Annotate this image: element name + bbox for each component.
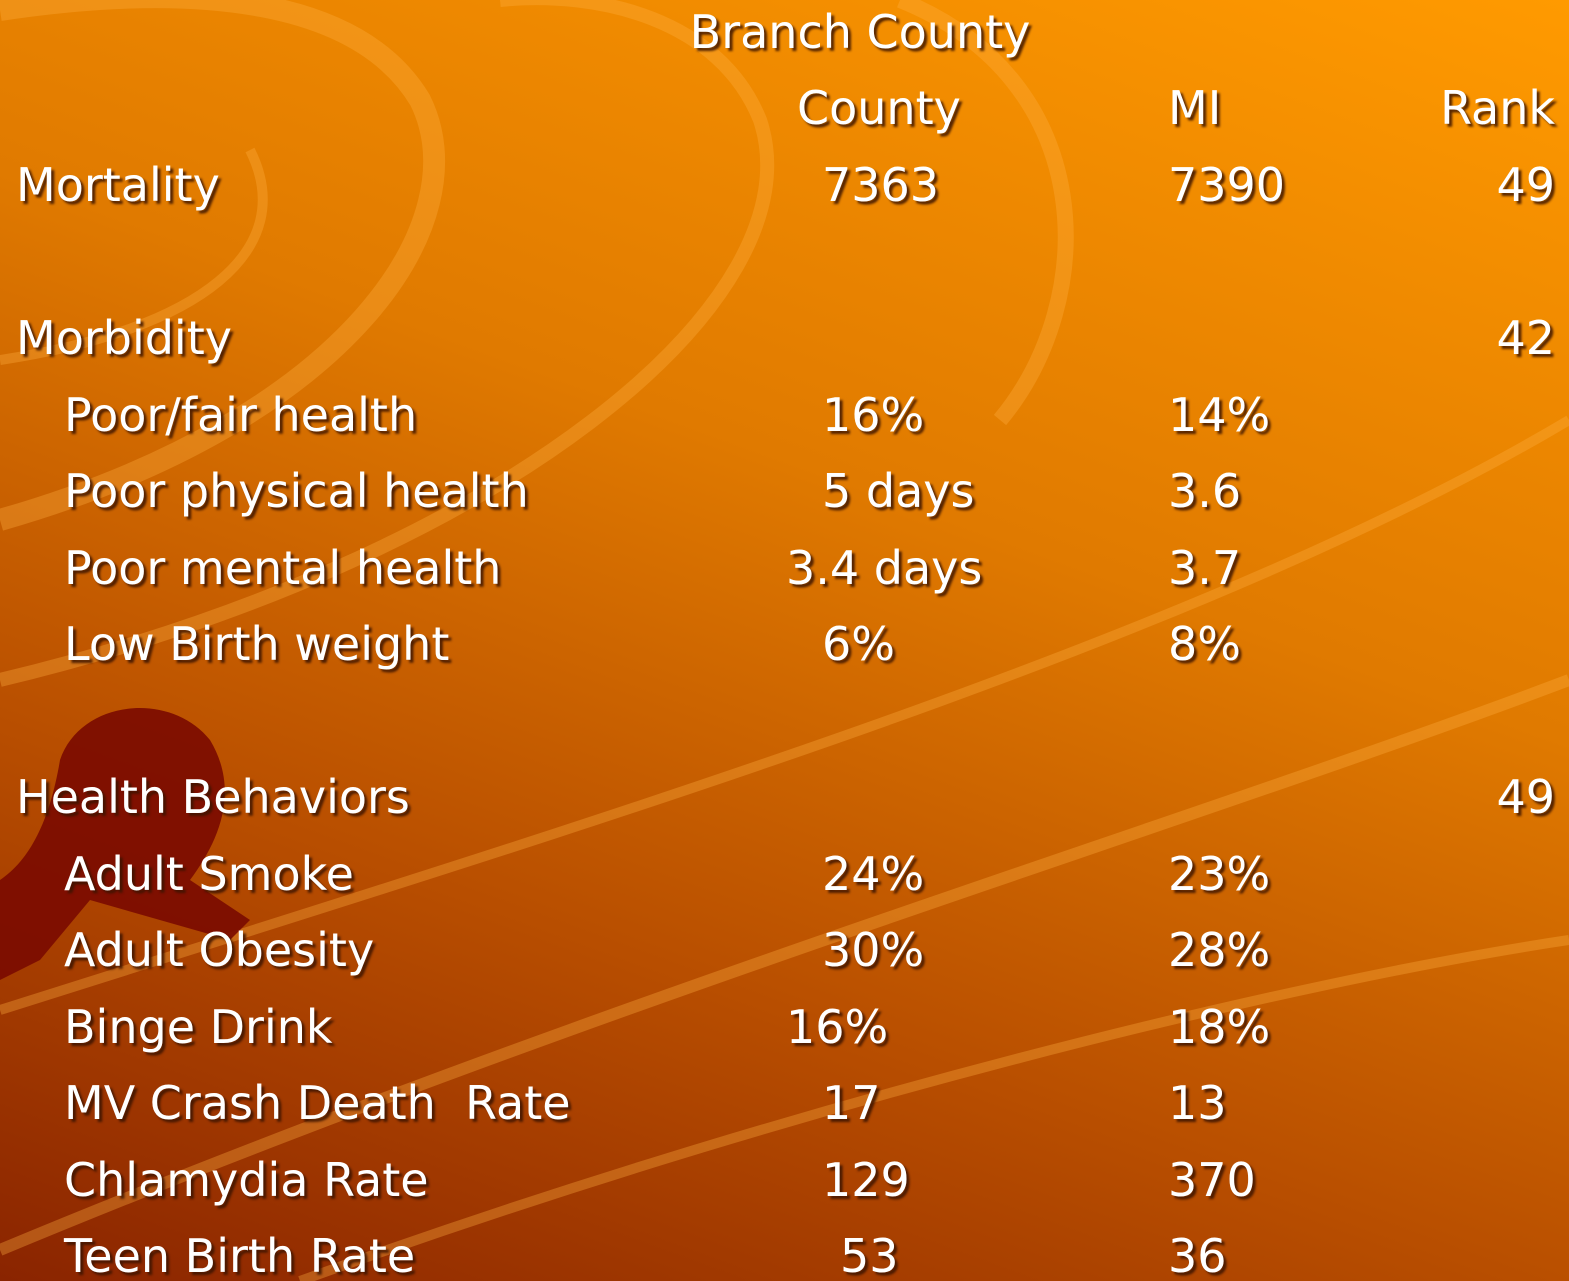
rank-value: 49 <box>1496 157 1555 213</box>
row-label: Chlamydia Rate <box>64 1152 429 1208</box>
row-label: Adult Smoke <box>64 846 354 902</box>
row-label: Adult Obesity <box>64 922 374 978</box>
county-value: 5 days <box>822 463 974 519</box>
rank-value: 49 <box>1496 769 1555 825</box>
county-value: 7363 <box>822 157 939 213</box>
rank-value: 42 <box>1496 310 1555 366</box>
county-value: 3.4 days <box>786 540 982 596</box>
column-header: MI <box>1168 80 1221 136</box>
row-label: MV Crash Death Rate <box>64 1075 571 1131</box>
county-value: 129 <box>822 1152 910 1208</box>
mi-value: 3.7 <box>1168 540 1241 596</box>
mi-value: 36 <box>1168 1228 1227 1281</box>
mi-value: 3.6 <box>1168 463 1241 519</box>
mi-value: 370 <box>1168 1152 1256 1208</box>
county-value: 16% <box>822 387 924 443</box>
mi-value: 14% <box>1168 387 1270 443</box>
row-label: Binge Drink <box>64 999 333 1055</box>
county-value: 6% <box>822 616 895 672</box>
column-header: County <box>797 80 961 136</box>
county-value: 16% <box>786 999 888 1055</box>
county-value: 17 <box>822 1075 881 1131</box>
title: Branch County <box>690 4 1031 60</box>
section-label: Mortality <box>16 157 220 213</box>
column-header: Rank <box>1440 80 1555 136</box>
row-label: Poor mental health <box>64 540 501 596</box>
mi-value: 13 <box>1168 1075 1227 1131</box>
county-value: 53 <box>840 1228 899 1281</box>
county-value: 30% <box>822 922 924 978</box>
row-label: Teen Birth Rate <box>64 1228 415 1281</box>
slide: Branch County County MI Rank Mortality 73… <box>0 0 1569 1281</box>
row-label: Poor/fair health <box>64 387 417 443</box>
section-label: Morbidity <box>16 310 232 366</box>
row-label: Poor physical health <box>64 463 529 519</box>
mi-value: 7390 <box>1168 157 1285 213</box>
county-value: 24% <box>822 846 924 902</box>
mi-value: 8% <box>1168 616 1241 672</box>
mi-value: 28% <box>1168 922 1270 978</box>
row-label: Low Birth weight <box>64 616 449 672</box>
section-label: Health Behaviors <box>16 769 410 825</box>
mi-value: 23% <box>1168 846 1270 902</box>
mi-value: 18% <box>1168 999 1270 1055</box>
